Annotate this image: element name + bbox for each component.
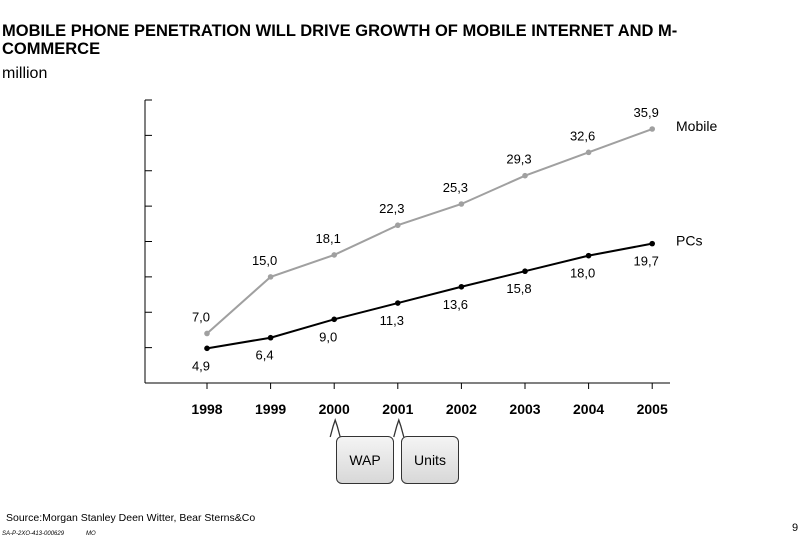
x-tick-label: 2001 — [382, 401, 413, 417]
data-point — [267, 274, 274, 280]
source-note: Source:Morgan Stanley Deen Witter, Bear … — [6, 512, 256, 524]
data-point — [522, 268, 528, 275]
x-tick-label: 2004 — [573, 401, 604, 417]
data-label: 25,3 — [443, 180, 468, 195]
data-point — [585, 252, 592, 259]
callout-units: Units — [401, 436, 459, 484]
x-tick-label: 1999 — [255, 401, 286, 417]
x-tick-label: 2002 — [446, 401, 477, 417]
data-label: 13,6 — [443, 297, 468, 312]
x-tick-label: 2003 — [509, 401, 540, 417]
data-label: 6,4 — [256, 348, 274, 363]
series-line-pcs — [206, 242, 653, 350]
callout-pointer — [393, 417, 405, 438]
unit-label: million — [2, 65, 48, 82]
data-point — [267, 334, 274, 341]
data-label: 15,0 — [252, 253, 277, 268]
data-point — [331, 252, 338, 258]
data-label: 7,0 — [192, 309, 210, 324]
data-point — [331, 316, 338, 323]
data-label: 4,9 — [192, 358, 210, 373]
data-label: 22,3 — [379, 201, 404, 216]
data-label: 32,6 — [570, 128, 595, 143]
data-point — [649, 240, 655, 247]
data-point — [204, 345, 210, 352]
callout-pointer — [329, 417, 341, 438]
data-label: 35,9 — [634, 105, 659, 120]
data-label: 18,0 — [570, 266, 595, 281]
data-point — [395, 300, 401, 306]
data-point — [522, 172, 528, 179]
data-point — [204, 330, 210, 337]
data-label: 9,0 — [319, 329, 337, 344]
data-label: 11,3 — [380, 313, 404, 328]
data-label: 19,7 — [634, 254, 659, 269]
series-label-pcs: PCs — [676, 233, 702, 249]
x-tick-label: 2000 — [319, 401, 350, 417]
x-tick-label: 1998 — [191, 401, 222, 417]
data-point — [585, 149, 592, 156]
document-code: SA-P-2XO-413-000629 — [2, 531, 65, 537]
series-line-mobile — [206, 128, 653, 335]
data-point — [458, 201, 465, 207]
data-point — [395, 222, 401, 229]
data-point — [649, 126, 655, 132]
callout-wap: WAP — [336, 436, 394, 484]
series-label-mobile: Mobile — [676, 118, 717, 134]
slide-title: MOBILE PHONE PENETRATION WILL DRIVE GROW… — [2, 22, 678, 58]
data-label: 15,8 — [506, 281, 531, 296]
data-point — [458, 283, 465, 290]
page-number: 9 — [792, 522, 799, 534]
data-label: 18,1 — [316, 231, 341, 246]
x-tick-label: 2005 — [637, 401, 668, 417]
data-label: 29,3 — [506, 152, 531, 167]
initials: MO — [86, 531, 96, 537]
